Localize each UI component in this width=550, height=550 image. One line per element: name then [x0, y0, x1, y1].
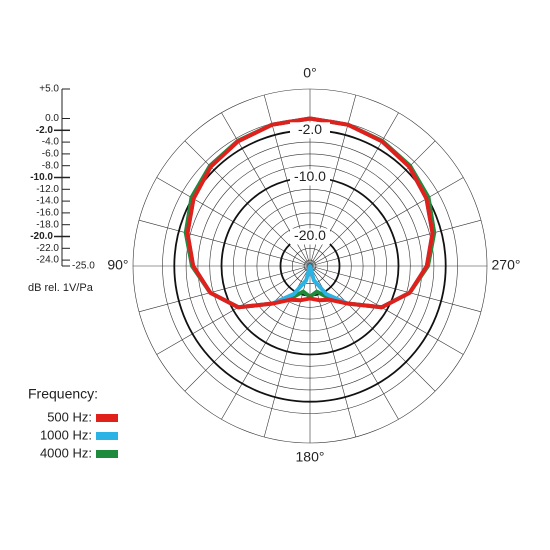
scale-tick-label: -2.0: [36, 125, 54, 136]
circle-label-bg: [290, 169, 330, 186]
scale-tick-label: -22.0: [36, 243, 59, 254]
grid-circle: [291, 248, 328, 285]
legend-swatch: [96, 432, 118, 440]
angle-label: 90°: [107, 257, 128, 273]
grid-circle: [185, 141, 435, 391]
circle-label: -2.0: [298, 121, 322, 137]
angle-label: 270°: [492, 257, 521, 273]
scale-tick-label: +5.0: [39, 84, 59, 95]
scale-tick-label: -8.0: [42, 160, 60, 171]
scale-tick-label: -25.0: [72, 261, 95, 272]
scale-tick-label: 0.0: [45, 113, 59, 124]
grid-circle: [244, 200, 376, 332]
scale-tick-label: -20.0: [30, 231, 53, 242]
grid-circle: [209, 165, 411, 367]
legend-label: 4000 Hz:: [40, 445, 92, 460]
grid-circle: [233, 189, 387, 343]
legend-label: 1000 Hz:: [40, 427, 92, 442]
grid-circle: [197, 153, 423, 379]
scale-tick-label: -18.0: [36, 219, 59, 230]
legend-swatch: [96, 450, 118, 458]
circle-label-bg: [290, 122, 330, 139]
scale-tick-label: -10.0: [30, 172, 53, 183]
scale-tick-label: -14.0: [36, 196, 59, 207]
circle-label-bg: [290, 228, 330, 245]
angle-label: 180°: [296, 449, 325, 465]
circle-label: -10.0: [294, 168, 326, 184]
scale-tick-label: -4.0: [42, 137, 60, 148]
grid-circle: [256, 212, 364, 320]
scale-tick-label: -6.0: [42, 149, 60, 160]
scale-tick-label: -24.0: [36, 255, 59, 266]
series-line: [185, 116, 435, 310]
angle-label: 0°: [303, 65, 316, 81]
legend-label: 500 Hz:: [47, 409, 92, 424]
legend-swatch: [96, 414, 118, 422]
axis-label: dB rel. 1V/Pa: [28, 282, 94, 294]
legend-title: Frequency:: [28, 386, 98, 402]
scale-tick-label: -16.0: [36, 208, 59, 219]
grid-circle: [132, 88, 488, 444]
grid-circle: [268, 224, 352, 308]
scale-tick-label: -12.0: [36, 184, 59, 195]
circle-label: -20.0: [294, 227, 326, 243]
